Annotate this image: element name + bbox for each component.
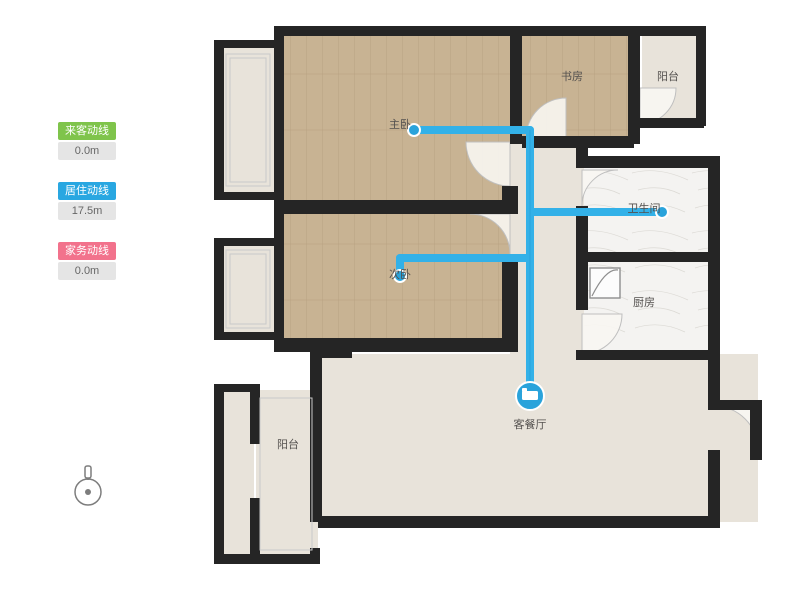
floorplan: 主卧 书房 阳台 次卧 卫生间 厨房 客餐厅 阳台 [210,18,770,578]
room-label-living: 客餐厅 [514,416,547,432]
legend: 来客动线 0.0m 居住动线 17.5m 家务动线 0.0m [58,122,128,302]
room-label-second: 次卧 [389,266,411,282]
legend-label-visitor: 来客动线 [58,122,116,140]
legend-value-visitor: 0.0m [58,142,116,160]
room-floors [218,32,758,558]
floorplan-svg [210,18,770,578]
legend-label-chore: 家务动线 [58,242,116,260]
room-label-study: 书房 [561,68,583,84]
legend-value-living: 17.5m [58,202,116,220]
legend-item-chore: 家务动线 0.0m [58,242,128,280]
legend-label-living: 居住动线 [58,182,116,200]
kitchen-sink-icon [590,268,620,298]
legend-item-living: 居住动线 17.5m [58,182,128,220]
room-label-bath: 卫生间 [628,200,661,216]
compass-icon [68,460,108,510]
room-label-balcony1: 阳台 [657,68,679,84]
bed-terminal-icon [516,382,544,410]
legend-item-visitor: 来客动线 0.0m [58,122,128,160]
room-label-master: 主卧 [389,116,411,132]
room-label-kitchen: 厨房 [633,294,655,310]
legend-value-chore: 0.0m [58,262,116,280]
room-label-balcony2: 阳台 [277,436,299,452]
